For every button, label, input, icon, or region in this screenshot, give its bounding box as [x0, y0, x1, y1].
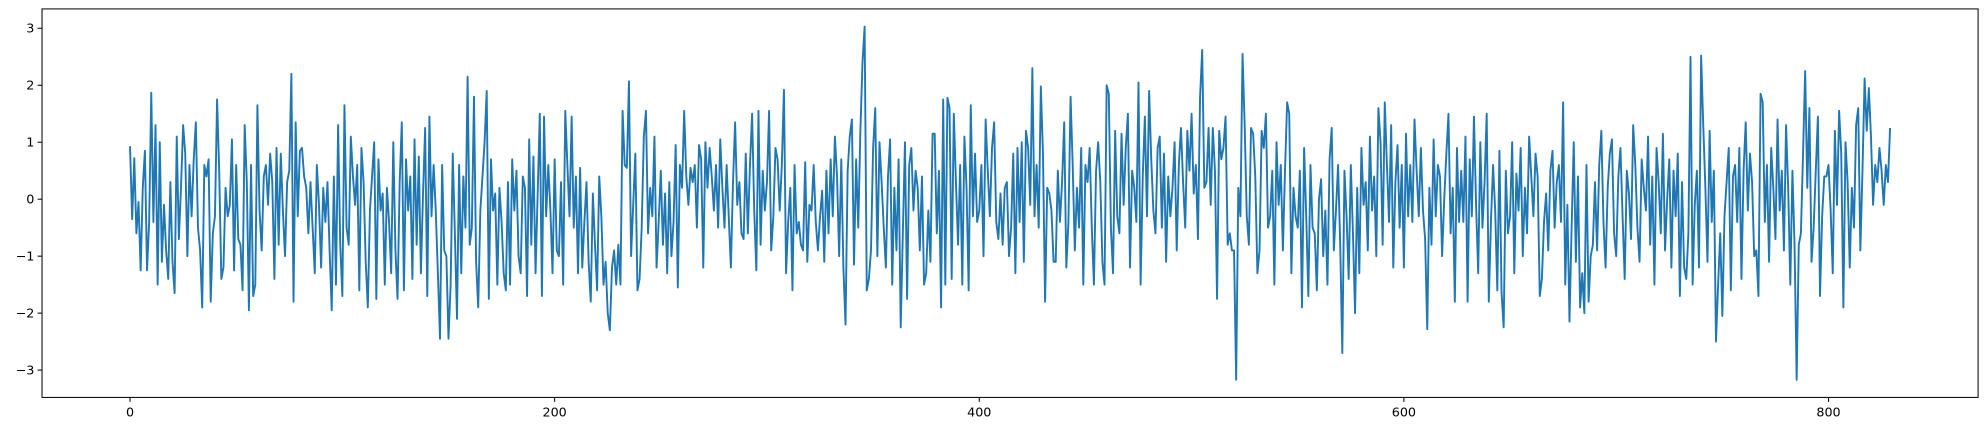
- x-tick-label: 0: [126, 406, 134, 421]
- x-tick-label: 400: [967, 406, 991, 421]
- y-tick-label: −3: [16, 364, 35, 379]
- y-tick-label: 2: [26, 79, 34, 94]
- y-tick-label: −1: [16, 250, 35, 265]
- x-tick-label: 800: [1816, 406, 1840, 421]
- y-tick-label: 0: [26, 193, 34, 208]
- y-tick-label: 3: [26, 22, 34, 37]
- y-tick-label: −2: [16, 307, 35, 322]
- x-tick-label: 600: [1392, 406, 1416, 421]
- plot-frame: [41, 8, 1979, 398]
- line-series: [129, 25, 1892, 381]
- y-tick-label: 1: [26, 136, 34, 151]
- x-tick-label: 200: [543, 406, 567, 421]
